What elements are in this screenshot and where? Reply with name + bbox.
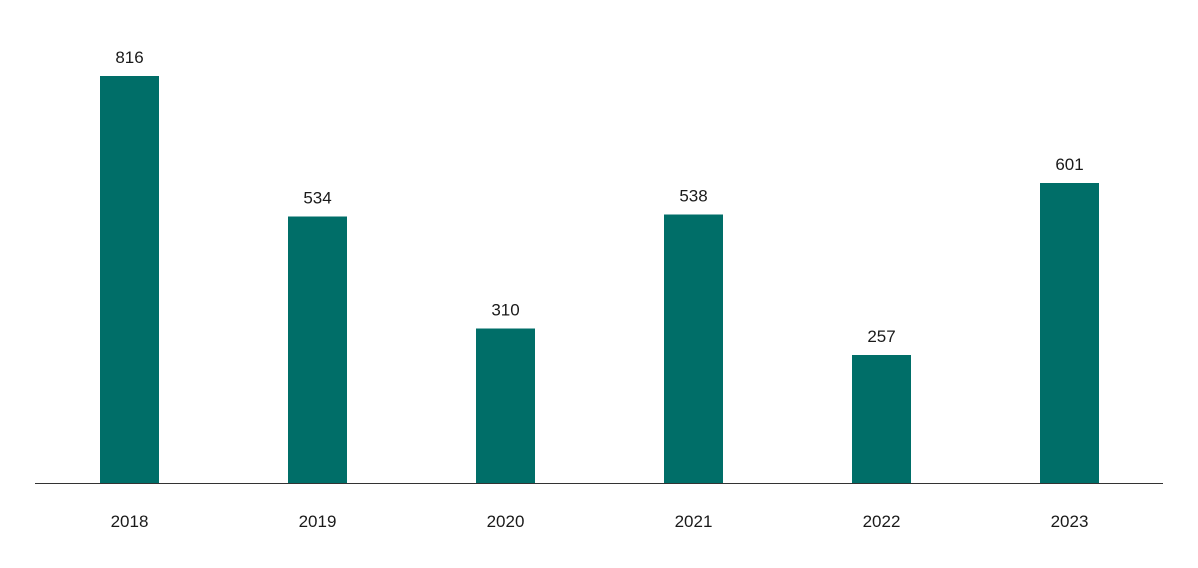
bar-2019 bbox=[288, 216, 347, 483]
x-tick-label-2019: 2019 bbox=[299, 512, 337, 531]
bar-2021 bbox=[664, 214, 723, 483]
value-label-2023: 601 bbox=[1055, 155, 1083, 174]
x-tick-labels-group: 2018 2019 2020 2021 2022 2023 bbox=[111, 512, 1089, 531]
value-label-2021: 538 bbox=[679, 187, 707, 206]
value-labels-group: 816 534 310 538 257 601 bbox=[115, 48, 1083, 346]
bar-2020 bbox=[476, 328, 535, 483]
bar-2022 bbox=[852, 354, 911, 483]
x-tick-label-2018: 2018 bbox=[111, 512, 149, 531]
bars-group bbox=[100, 76, 1099, 483]
x-tick-label-2022: 2022 bbox=[863, 512, 901, 531]
bar-2018 bbox=[100, 76, 159, 483]
x-tick-label-2023: 2023 bbox=[1051, 512, 1089, 531]
value-label-2020: 310 bbox=[491, 300, 519, 319]
value-label-2018: 816 bbox=[115, 48, 143, 67]
x-tick-label-2021: 2021 bbox=[675, 512, 713, 531]
x-tick-label-2020: 2020 bbox=[487, 512, 525, 531]
bar-2023 bbox=[1040, 183, 1099, 483]
value-label-2022: 257 bbox=[867, 327, 895, 346]
value-label-2019: 534 bbox=[303, 189, 331, 208]
